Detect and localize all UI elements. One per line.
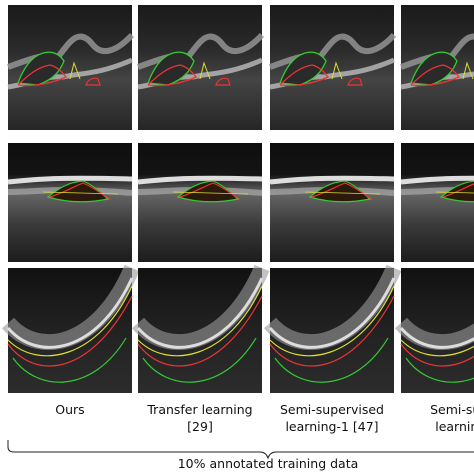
brace	[7, 440, 474, 460]
oct-image	[8, 137, 132, 262]
caption: learning-1 [47]	[285, 419, 378, 434]
image-grid	[8, 5, 474, 393]
oct-image	[138, 268, 262, 393]
footer-label: 10% annotated training data	[178, 456, 359, 471]
oct-image	[8, 268, 132, 393]
oct-image	[401, 5, 474, 130]
caption: [29]	[187, 419, 213, 434]
oct-image	[401, 137, 474, 262]
caption: learning-	[435, 419, 474, 434]
oct-image	[138, 137, 262, 262]
caption: Transfer learning	[146, 402, 252, 417]
caption: Semi-supervised	[280, 402, 384, 417]
caption: Ours	[55, 402, 84, 417]
oct-image	[8, 5, 132, 130]
oct-image	[270, 137, 394, 262]
oct-image	[270, 5, 394, 130]
oct-image	[401, 268, 474, 393]
caption: Semi-supe	[430, 402, 474, 417]
oct-image	[138, 5, 262, 130]
oct-image	[270, 268, 394, 393]
